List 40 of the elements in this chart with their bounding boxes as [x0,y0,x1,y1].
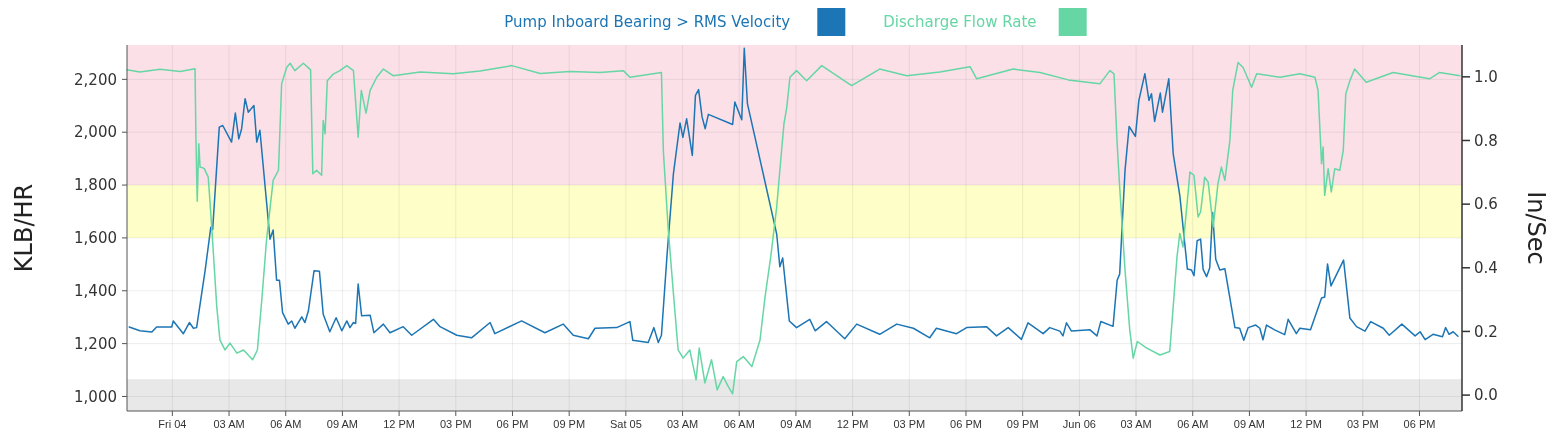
x-tick-label: 12 PM [836,418,869,430]
y2-tick-label: 0.2 [1474,322,1498,341]
x-tick-label: Sat 05 [609,418,642,430]
y2-tick-label: 0.8 [1474,131,1498,150]
x-tick-label: 12 PM [1290,418,1323,430]
y-tick-label: 2,000 [74,123,117,142]
x-tick-label: Fri 04 [158,418,187,430]
x-tick-label: 09 PM [1006,418,1039,430]
legend-label: Pump Inboard Bearing > RMS Velocity [504,13,791,32]
x-tick-label: 06 PM [1403,418,1436,430]
y2-tick-label: 0.6 [1474,195,1498,214]
y-tick-label: 1,000 [74,387,117,406]
x-tick-label: 06 AM [270,418,302,430]
x-tick-label: 12 PM [383,418,415,430]
legend-label: Discharge Flow Rate [883,13,1037,32]
x-tick-label: 03 PM [1346,418,1379,430]
x-tick-label: 09 AM [326,418,359,430]
x-tick-label: 09 AM [780,418,812,430]
x-tick-label: 06 PM [496,418,529,430]
y-tick-label: 1,200 [74,334,117,353]
y2-tick-label: 0.4 [1474,259,1498,278]
y2-axis-title: In/Sec [1522,191,1550,265]
x-tick-label: 06 AM [1177,418,1209,430]
x-tick-label: 03 AM [213,418,245,430]
y-axis-title: KLB/HR [10,183,38,273]
x-tick-label: 03 AM [1120,418,1152,430]
x-tick-label: 06 PM [950,418,982,430]
x-tick-label: 09 AM [1233,418,1266,430]
x-tick-label: 06 AM [723,418,755,430]
y-tick-label: 1,600 [74,229,117,248]
y-tick-label: 1,800 [74,176,117,195]
x-tick-label: 03 PM [439,418,472,430]
y-tick-label: 1,400 [74,282,117,301]
x-tick-label: 03 PM [893,418,926,430]
y-tick-label: 2,200 [74,70,117,89]
y2-tick-label: 0.0 [1474,386,1498,405]
x-tick-label: 09 PM [553,418,586,430]
x-tick-label: 03 AM [666,418,699,430]
y2-tick-label: 1.0 [1474,68,1498,87]
x-tick-label: Jun 06 [1062,418,1096,430]
